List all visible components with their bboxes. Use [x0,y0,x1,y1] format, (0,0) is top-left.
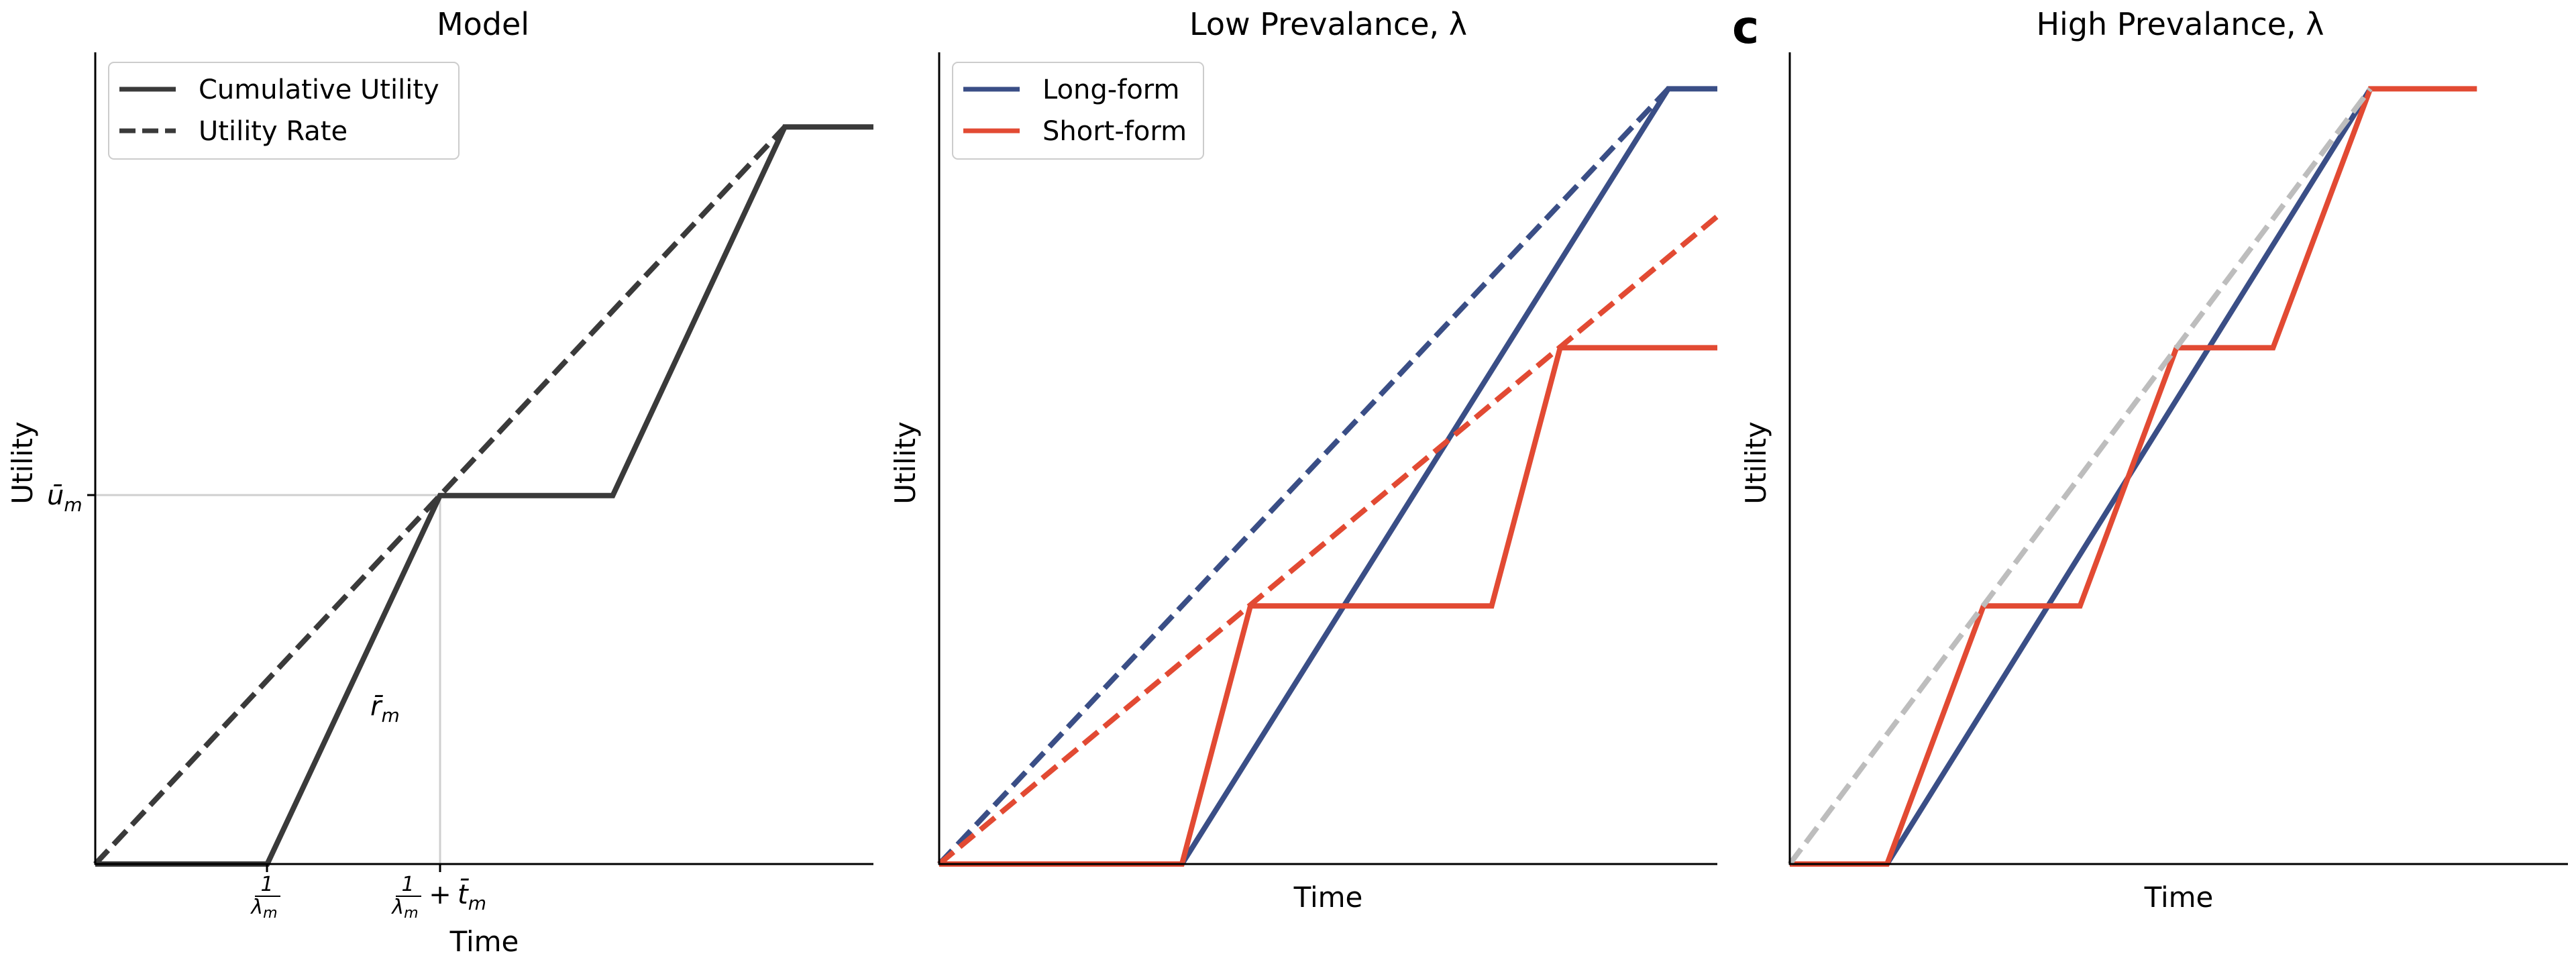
panel-c-ylabel: Utility [1739,421,1772,504]
panel-b-legend: Long-form Short-form [952,62,1204,160]
u-bar-symbol: ū [47,480,64,511]
panel-b-title: Low Prevalance, λ [1189,6,1467,42]
svg-text:ūm: ūm [47,480,83,516]
panel-b-short-form-line [939,345,1717,867]
panel-b-series-3-rate-line [937,214,1719,867]
tick2-lambda-sub: m [404,905,418,922]
legend-short-form-label: Short-form [1042,116,1187,147]
panel-c-series-1-line [1790,86,2477,867]
legend-long-form-label: Long-form [1042,74,1180,105]
panel-a-legend: Cumulative Utility Utility Rate [108,62,460,160]
panel-a-legend-box [108,62,460,160]
panel-c-xlabel: Time [2144,881,2214,914]
svg-text:λm: λm [250,896,277,922]
tick2-lambda: λ [390,896,404,919]
legend-utility-rate-label: Utility Rate [199,116,347,147]
tick2-t-bar: t̄ [458,878,469,910]
tick-label-inverse-lambda-plus-t: 1 λm + t̄m [390,873,486,922]
svg-text:λm: λm [390,896,418,922]
u-bar-tick-label: ūm [47,480,83,516]
legend-cumulative-utility-label: Cumulative Utility [199,74,439,105]
panel-c-title: High Prevalance, λ [2036,6,2324,42]
panel-b-axes [938,52,1717,865]
panel-c-series [1787,86,2477,867]
r-bar-subscript: m [381,704,399,727]
panel-model: Model ūm 1 λm 1 λm + t̄m [6,6,873,958]
svg-text:t̄m: t̄m [458,878,486,914]
panel-b-xlabel: Time [1293,881,1363,914]
tick1-lambda: λ [250,896,263,919]
u-bar-subscript: m [64,494,82,516]
tick-label-inverse-lambda: 1 λm [250,873,280,922]
panel-high-prevalance: c High Prevalance, λ Time Utility [1732,1,2568,914]
panel-c-series-2-rate-line [1787,87,2373,866]
panel-a-axes [87,52,873,872]
tick2-plus: + [429,879,451,910]
r-bar-annotation: r̄ [370,691,383,722]
panel-low-prevalance: Low Prevalance, λ Time Utility Long-form… [889,6,1719,914]
svg-text:r̄m: r̄m [370,691,400,727]
panel-b-series [937,86,1719,867]
panel-a-ylabel: Utility [6,421,39,504]
tick2-numerator: 1 [401,873,414,896]
panel-c-letter: c [1732,1,1759,54]
tick2-t-sub: m [468,892,486,914]
panel-a-title: Model [437,6,529,42]
tick1-numerator: 1 [260,873,273,896]
panel-c-axes [1788,52,2568,865]
panel-b-long-form-line [939,86,1717,867]
panel-b-series-1-rate-line [937,87,1670,866]
panel-a-guides [95,494,441,864]
panel-b-ylabel: Utility [889,421,922,504]
panel-a-utility-rate-rate-line [93,125,787,866]
tick1-lambda-sub: m [263,905,277,922]
panel-a-xlabel: Time [449,925,519,958]
panel-b-legend-box [952,62,1204,160]
